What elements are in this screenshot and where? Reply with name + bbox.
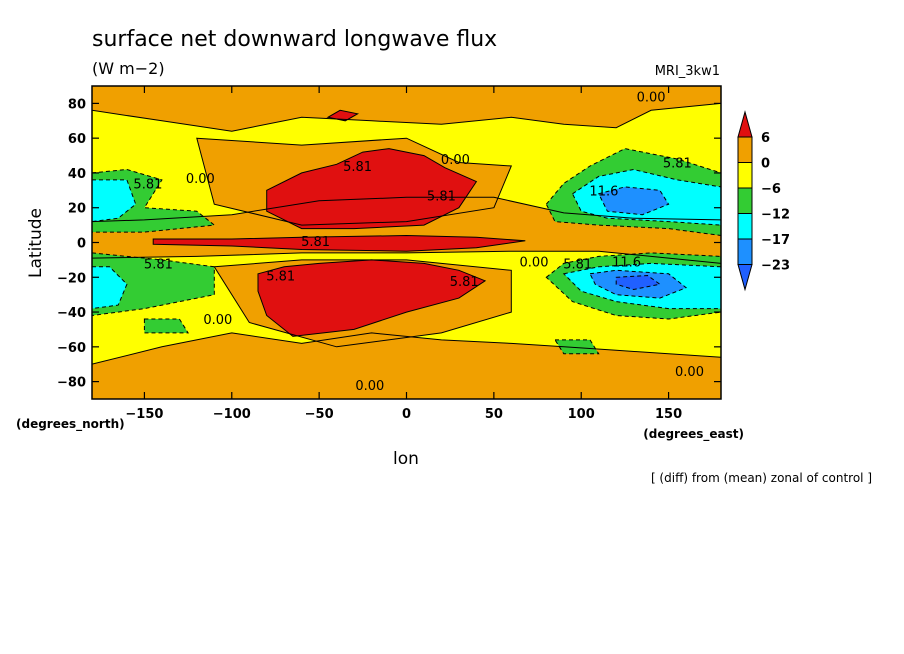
- model-label: MRI_3kw1: [655, 64, 720, 79]
- contour-label-7: 11.6: [589, 184, 618, 199]
- contour-label-5: 0.00: [186, 172, 215, 187]
- contour-label-4: 5.81: [133, 177, 162, 192]
- x-unit-note: (degrees_east): [643, 427, 744, 442]
- y-unit-note: (degrees_north): [16, 417, 125, 432]
- contour-line-18: [92, 266, 128, 310]
- region-1: [92, 86, 721, 132]
- contour-label-6: 5.81: [427, 190, 456, 205]
- colorbar-label-0: 6: [761, 131, 770, 146]
- y-tick-label-3: 20: [68, 202, 86, 217]
- contour-line-14: [554, 339, 600, 355]
- contour-line-16: [562, 262, 721, 310]
- footnote: [ (diff) from (mean) zonal of control ]: [651, 471, 872, 485]
- x-tick-label-6: 150: [655, 407, 682, 422]
- colorbar-label-2: −6: [761, 182, 781, 197]
- x-axis: −150 −100 −50 0 50 100 150: [125, 86, 682, 422]
- colorbar: 6 0 −6 −12 −17 −23: [737, 110, 790, 292]
- contour-label-11: 5.81: [563, 257, 592, 272]
- y-tick-label-5: −20: [57, 271, 86, 286]
- colorbar-swatch-6: [737, 264, 753, 292]
- x-tick-label-0: −150: [125, 407, 163, 422]
- x-tick-label-3: 0: [402, 407, 411, 422]
- chart-title: surface net downward longwave flux: [92, 27, 497, 52]
- contour-label-17: 0.00: [675, 365, 704, 380]
- contour-label-16: 0.00: [355, 379, 384, 394]
- contour-label-1: 0.00: [441, 153, 470, 168]
- contour-line-0: [92, 196, 721, 264]
- region-13: [144, 319, 189, 333]
- contour-line-1: [92, 86, 721, 132]
- contour-line-10: [545, 252, 721, 320]
- chart-units: (W m−2): [92, 59, 165, 78]
- region-14: [555, 339, 599, 354]
- x-tick-label-1: −100: [213, 407, 251, 422]
- x-axis-title: lon: [393, 449, 419, 469]
- contour-line-19: [597, 186, 670, 216]
- contour-line-5: [266, 148, 478, 230]
- contour-label-14: 5.81: [450, 275, 479, 290]
- colorbar-swatch-1: [737, 136, 753, 163]
- y-tick-label-1: 60: [68, 132, 86, 147]
- colorbar-label-4: −17: [761, 233, 790, 248]
- colorbar-swatch-2: [737, 162, 753, 189]
- y-axis-title: Latitude: [26, 208, 46, 278]
- y-tick-label-6: −40: [57, 306, 86, 321]
- contour-line-17: [92, 179, 137, 223]
- contour-line-3: [196, 137, 513, 226]
- contour-line-12: [92, 252, 215, 317]
- y-tick-label-8: −80: [57, 376, 86, 391]
- colorbar-swatch-0: [737, 110, 753, 138]
- y-tick-label-0: 80: [68, 97, 86, 112]
- contour-label-9: 5.81: [144, 257, 173, 272]
- contour-line-15: [571, 168, 721, 226]
- region-17: [92, 179, 136, 222]
- region-18: [92, 266, 127, 309]
- colorbar-swatch-3: [737, 187, 753, 214]
- region-7: [258, 259, 486, 337]
- contour-label-10: 0.00: [520, 256, 549, 271]
- contour-line-6: [152, 234, 526, 252]
- contour-line-11: [92, 168, 216, 233]
- y-tick-label-4: 0: [77, 237, 86, 252]
- contour-line-7: [257, 259, 487, 337]
- colorbar-label-3: −12: [761, 208, 790, 223]
- x-tick-label-2: −50: [305, 407, 334, 422]
- y-tick-label-7: −60: [57, 341, 86, 356]
- y-tick-label-2: 40: [68, 167, 86, 182]
- region-12: [92, 252, 215, 316]
- contour-label-2: 5.81: [343, 160, 372, 175]
- contour-label-8: 5.81: [301, 235, 330, 250]
- contour-line-13: [143, 318, 190, 334]
- colorbar-label-5: −23: [761, 259, 790, 274]
- region-19: [598, 186, 669, 215]
- region-8: [327, 110, 358, 121]
- contour-label-0: 0.00: [637, 90, 666, 105]
- colorbar-swatch-4: [737, 213, 753, 240]
- colorbar-label-1: 0: [761, 157, 770, 172]
- contour-line-20: [589, 269, 688, 299]
- contour-line-8: [326, 109, 360, 122]
- colorbar-swatch-5: [737, 238, 753, 265]
- region-6: [153, 235, 526, 252]
- contour-label-3: 5.81: [663, 157, 692, 172]
- contour-label-13: 5.81: [266, 270, 295, 285]
- contour-line-21: [615, 274, 662, 291]
- contour-line-2: [92, 332, 721, 399]
- x-tick-label-4: 50: [485, 407, 503, 422]
- y-axis: 80 60 40 20 0 −20 −40 −60 −80: [57, 97, 721, 391]
- contour-label-12: 11.6: [612, 256, 641, 271]
- plot-area: 0.00 0.00 5.81 5.81 5.81 0.00 5.81 11.6 5.81 5.81…: [91, 85, 722, 400]
- contour-label-15: 0.00: [203, 313, 232, 328]
- contour-line-4: [213, 259, 512, 348]
- region-5: [266, 148, 477, 229]
- x-tick-label-5: 100: [568, 407, 595, 422]
